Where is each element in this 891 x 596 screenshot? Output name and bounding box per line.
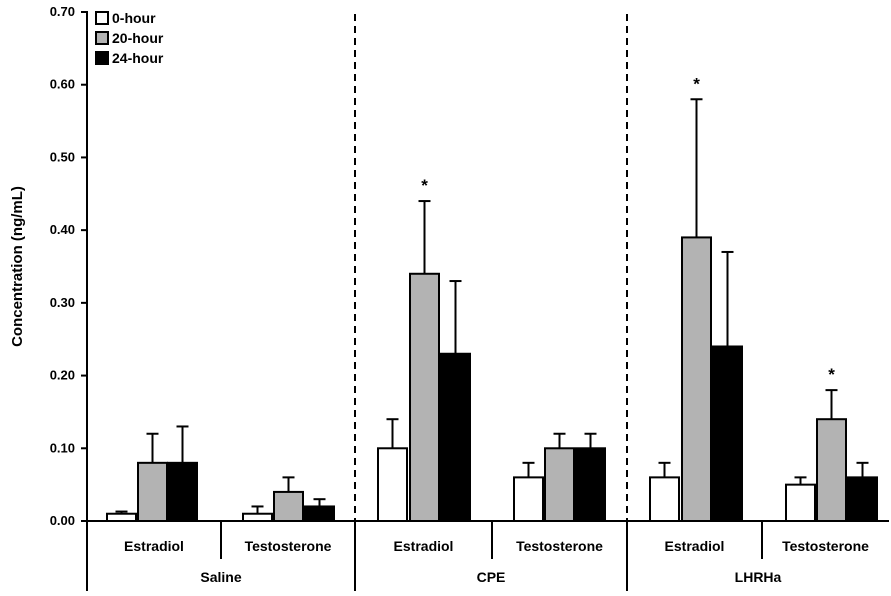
y-tick-label: 0.30 <box>50 295 75 310</box>
bar-24-hour <box>167 461 198 523</box>
y-tick-label: 0.40 <box>50 222 75 237</box>
legend-swatch-0-hour <box>95 11 109 25</box>
bar-20-hour <box>409 272 440 522</box>
subgroup-label: Estradiol <box>665 538 725 554</box>
subgroup-label: Testosterone <box>245 538 332 554</box>
bar-20-hour <box>137 461 168 523</box>
legend: 0-hour 20-hour 24-hour <box>95 10 164 66</box>
legend-swatch-24-hour <box>95 51 109 65</box>
bar-0-hour <box>377 447 408 522</box>
bar-0-hour <box>242 512 273 523</box>
bar-0-hour <box>513 476 544 522</box>
subgroup-label: Estradiol <box>124 538 184 554</box>
bar-24-hour <box>440 352 471 522</box>
bar-20-hour <box>816 418 847 523</box>
bar-24-hour <box>575 447 606 522</box>
bar-0-hour <box>649 476 680 522</box>
y-tick-label: 0.10 <box>50 440 75 455</box>
significance-marker: * <box>421 176 428 195</box>
legend-label: 24-hour <box>112 50 164 66</box>
group-label: CPE <box>477 569 506 585</box>
legend-swatch-20-hour <box>95 31 109 45</box>
y-axis-label: Concentration (ng/mL) <box>9 186 26 347</box>
group-label: LHRHa <box>735 569 782 585</box>
axes <box>81 11 889 591</box>
bar-20-hour <box>681 236 712 523</box>
legend-label: 0-hour <box>112 10 156 26</box>
y-tick-label: 0.20 <box>50 368 75 383</box>
y-tick-label: 0.60 <box>50 77 75 92</box>
y-tick-label: 0.00 <box>50 513 75 528</box>
significance-marker: * <box>693 74 700 93</box>
subgroup-label: Testosterone <box>782 538 869 554</box>
y-tick-label: 0.50 <box>50 149 75 164</box>
y-tick-label: 0.70 <box>50 4 75 19</box>
bar-0-hour <box>106 512 137 523</box>
legend-label: 20-hour <box>112 30 164 46</box>
bar-20-hour <box>273 490 304 522</box>
significance-marker: * <box>828 365 835 384</box>
group-label: Saline <box>200 569 241 585</box>
bar-0-hour <box>785 483 816 522</box>
subgroup-label: Estradiol <box>394 538 454 554</box>
bar-24-hour <box>712 345 743 522</box>
bar-24-hour <box>304 505 335 523</box>
bars <box>106 98 878 523</box>
bar-20-hour <box>544 447 575 522</box>
subgroup-label: Testosterone <box>516 538 603 554</box>
labels: 0.00 0.10 0.20 0.30 0.40 0.50 0.60 0.70 Concentr… <box>9 4 869 585</box>
bar-24-hour <box>847 476 878 522</box>
